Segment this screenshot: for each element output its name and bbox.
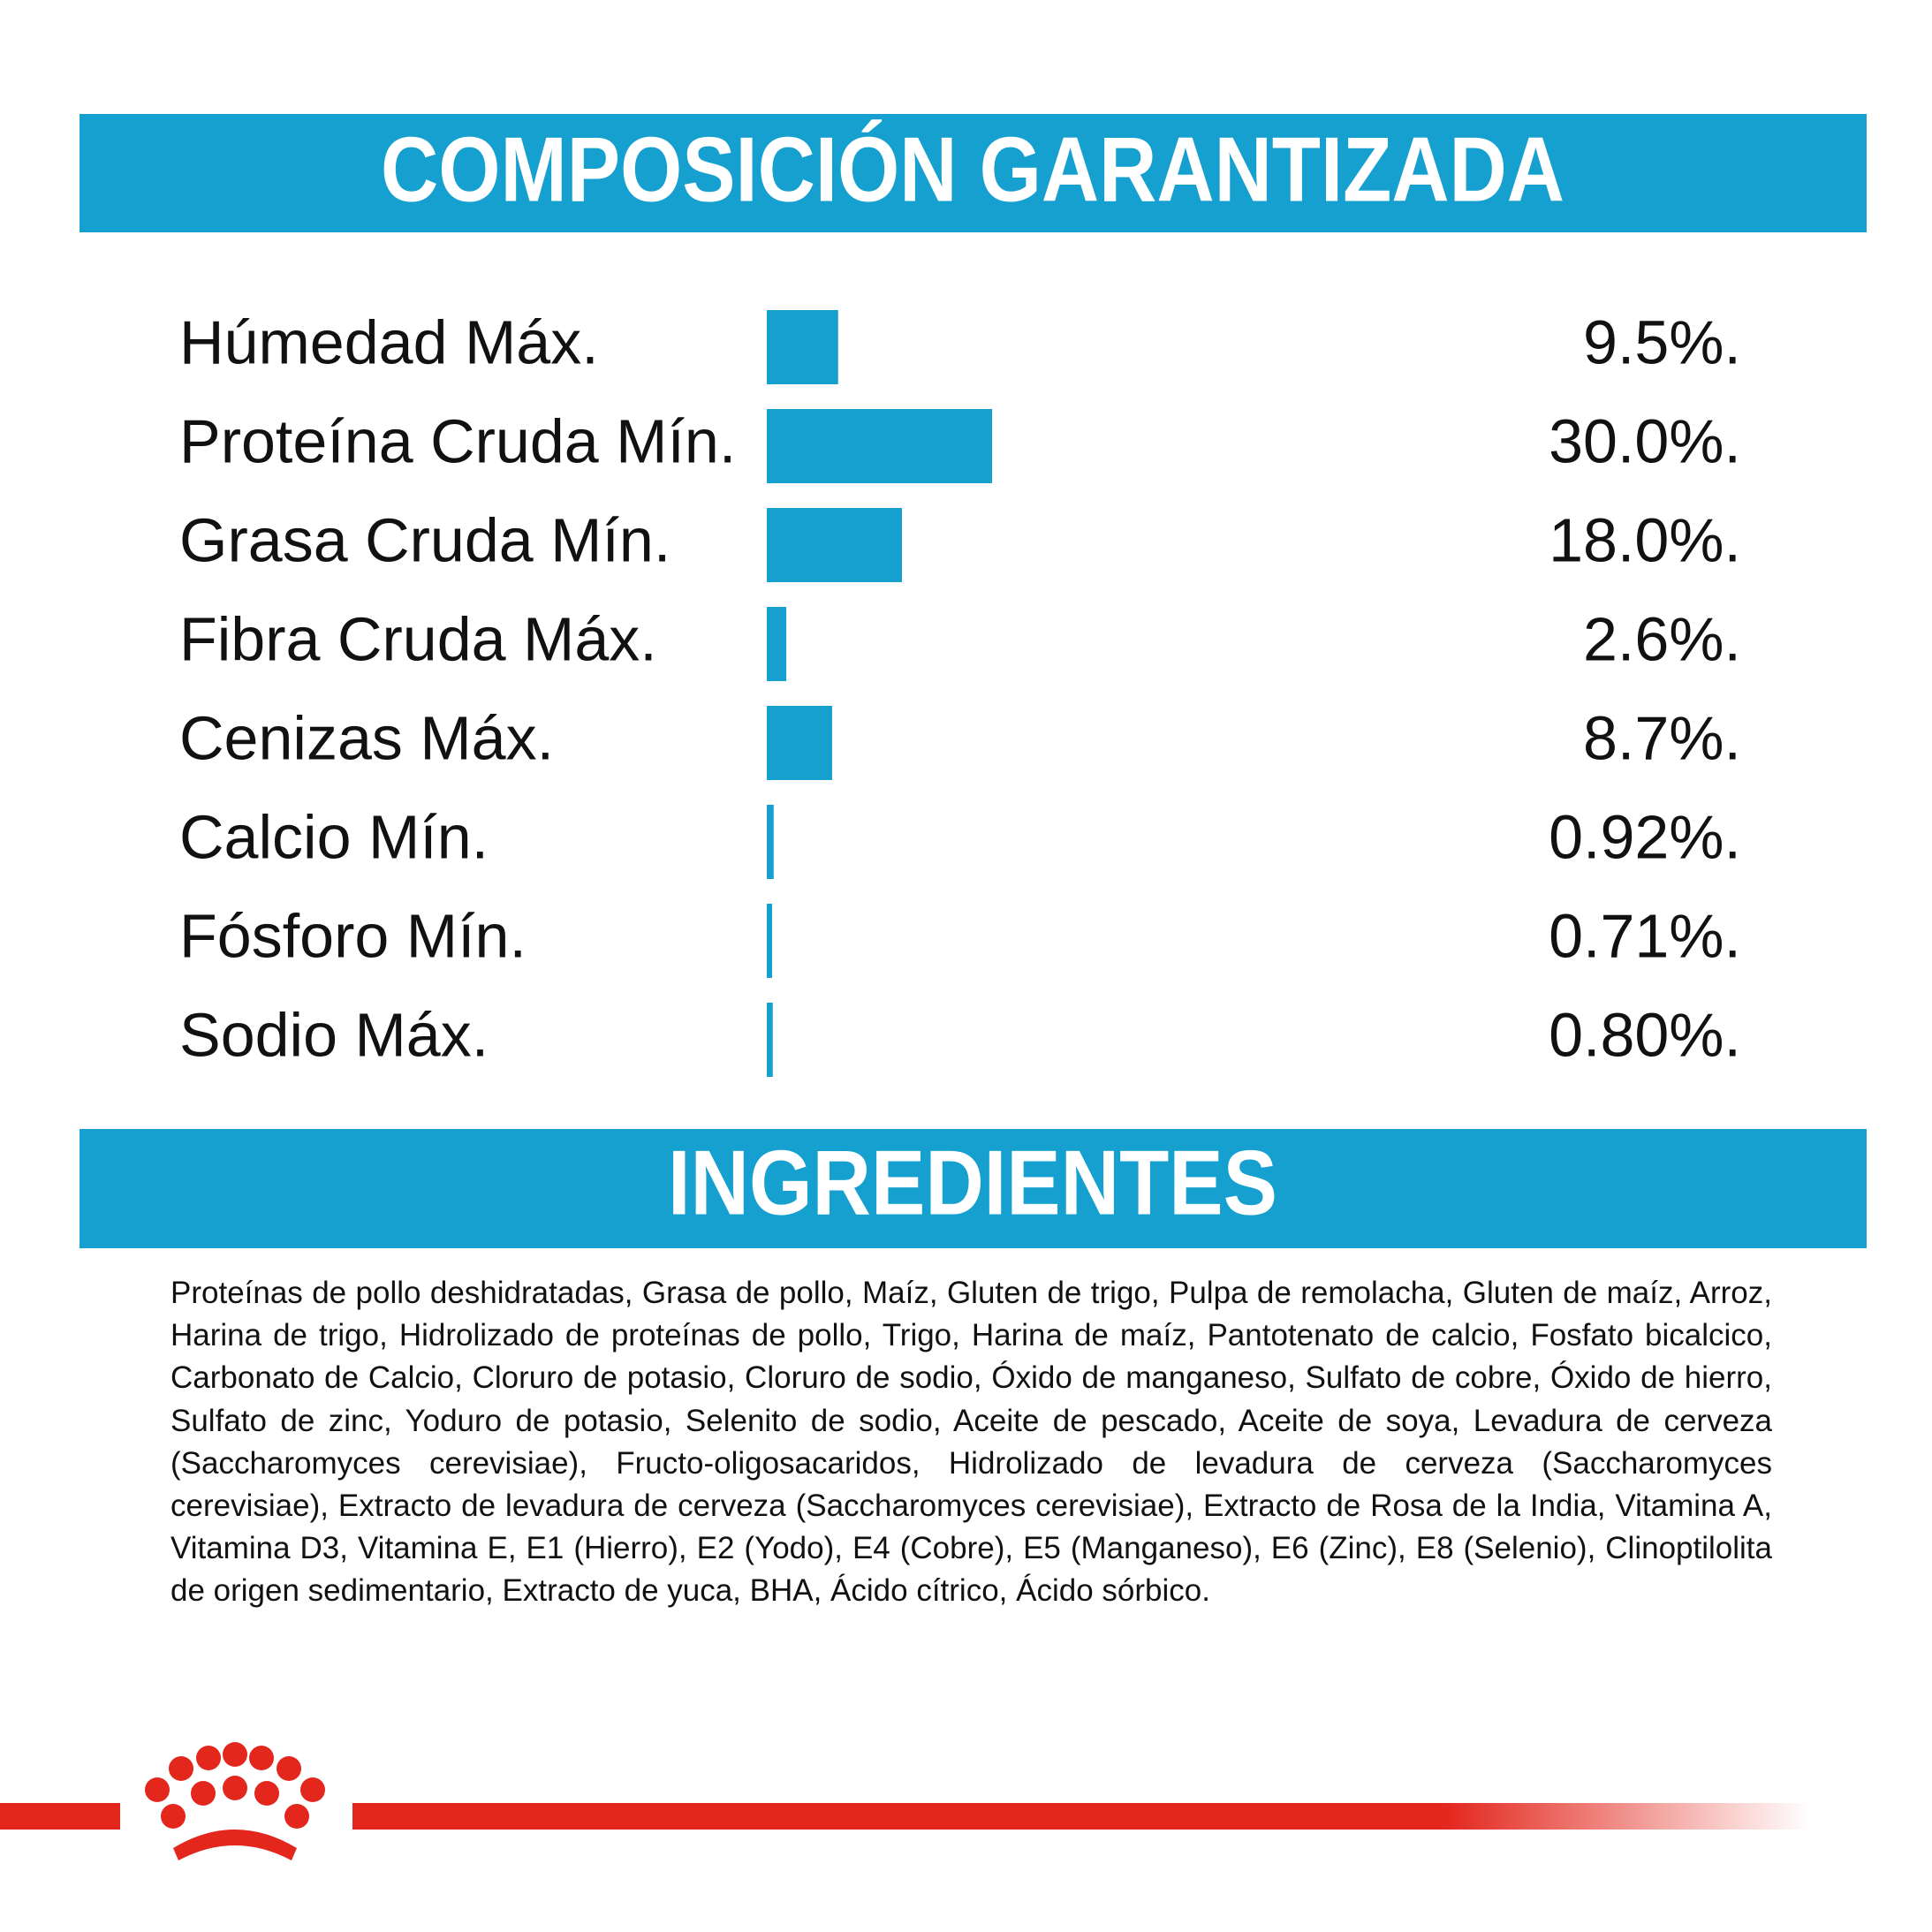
title-band bbox=[80, 114, 1867, 232]
bar bbox=[767, 706, 832, 780]
bar bbox=[767, 1003, 773, 1077]
brand-line bbox=[0, 1803, 120, 1830]
ingredients-text: Proteínas de pollo deshidratadas, Grasa … bbox=[170, 1276, 1772, 1609]
brand-logo bbox=[145, 1742, 325, 1860]
category-label: Cenizas Máx. bbox=[179, 703, 554, 772]
value-label: 0.71%. bbox=[1549, 901, 1741, 970]
bar bbox=[767, 508, 902, 582]
category-label: Húmedad Máx. bbox=[179, 307, 599, 376]
value-label: 2.6%. bbox=[1583, 604, 1741, 673]
value-label: 30.0%. bbox=[1549, 406, 1741, 475]
category-label: Fósforo Mín. bbox=[179, 901, 527, 970]
bar bbox=[767, 904, 773, 978]
category-label: Fibra Cruda Máx. bbox=[179, 604, 657, 673]
bar bbox=[767, 607, 787, 681]
chart-title: COMPOSICIÓN GARANTIZADA bbox=[381, 118, 1565, 221]
ingredients-title: INGREDIENTES bbox=[668, 1132, 1277, 1234]
category-label: Sodio Máx. bbox=[179, 1000, 489, 1069]
ingredients-band bbox=[80, 1129, 1867, 1248]
value-label: 8.7%. bbox=[1583, 703, 1741, 772]
category-label: Proteína Cruda Mín. bbox=[179, 406, 736, 475]
bar bbox=[767, 409, 992, 483]
value-label: 9.5%. bbox=[1583, 307, 1741, 376]
value-label: 0.80%. bbox=[1549, 1000, 1741, 1069]
category-label: Grasa Cruda Mín. bbox=[179, 505, 671, 574]
bar bbox=[767, 805, 774, 879]
bar bbox=[767, 310, 838, 384]
brand-line bbox=[352, 1803, 1810, 1830]
value-label: 0.92%. bbox=[1549, 802, 1741, 871]
category-label: Calcio Mín. bbox=[179, 802, 489, 871]
value-label: 18.0%. bbox=[1549, 505, 1741, 574]
